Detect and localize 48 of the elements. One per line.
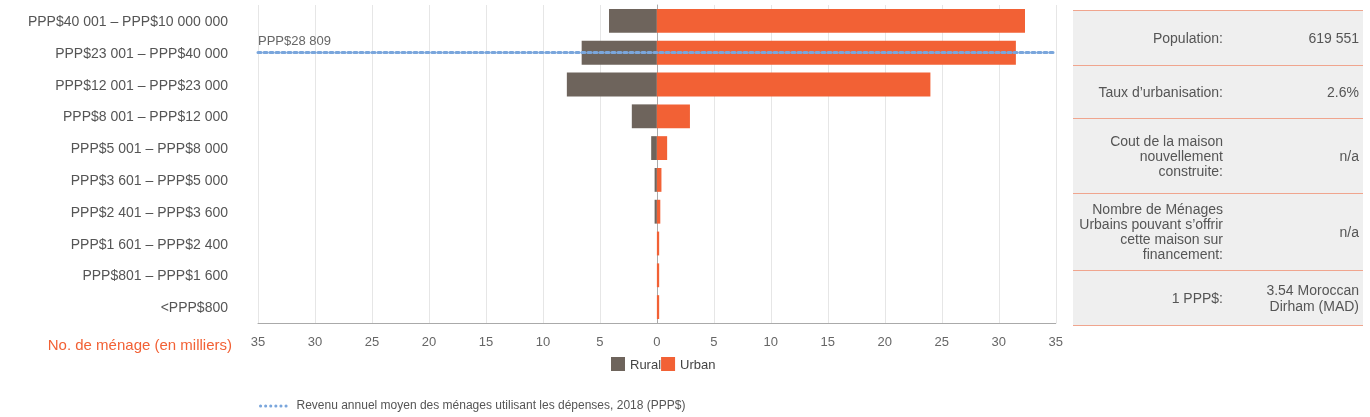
y-tick-label: PPP$40 001 – PPP$10 000 000: [27, 12, 229, 29]
ref-line-label: PPP$28 809: [258, 32, 332, 48]
bar: [609, 8, 657, 33]
text: Nombre de Ménages Urbains pouvant s’offrir cette maison sur financement:: [1078, 201, 1223, 262]
x-axis-title: No. de ménage (en milliers): [47, 336, 232, 353]
text: n/a: [1338, 148, 1360, 164]
x-tick-label: 5: [710, 334, 718, 349]
legend-label: Urban: [680, 356, 716, 372]
y-tick-label: PPP$8 001 – PPP$12 000: [62, 108, 229, 125]
y-tick-label: PPP$2 401 – PPP$3 600: [70, 203, 229, 220]
x-tick-label: 25: [934, 334, 950, 349]
bar: [566, 72, 657, 97]
y-tick-label: PPP$23 001 – PPP$40 000: [55, 44, 229, 61]
text: Taux d’urbanisation:: [1097, 83, 1223, 100]
x-tick-label: 35: [1048, 334, 1063, 349]
y-tick-label: PPP$12 001 – PPP$23 000: [55, 76, 229, 93]
x-tick-label: 15: [478, 334, 494, 349]
bar: [631, 104, 657, 129]
text: Cout de la maison nouvellement construite:: [1109, 132, 1223, 179]
x-tick-label: 15: [820, 334, 836, 349]
x-tick-label: 30: [991, 334, 1007, 349]
y-tick-label: PPP$5 001 – PPP$8 000: [70, 140, 229, 157]
text: 2.6%: [1326, 84, 1360, 100]
text: 3.54 Moroccan Dirham (MAD): [1265, 282, 1360, 314]
x-tick-label: 30: [307, 334, 323, 349]
x-tick-label: 20: [877, 334, 893, 349]
x-tick-label: 0: [653, 334, 661, 349]
bar: [656, 104, 690, 129]
x-tick-label: 20: [421, 334, 437, 349]
bar: [656, 136, 668, 161]
y-tick-label: <PPP$800: [160, 299, 229, 316]
x-tick-label: 35: [250, 334, 266, 349]
y-tick-label: PPP$3 601 – PPP$5 000: [70, 171, 229, 188]
text: 1 PPP$:: [1170, 289, 1223, 306]
bar: [656, 72, 931, 97]
x-tick-label: 5: [596, 334, 604, 349]
text: n/a: [1338, 224, 1360, 240]
x-tick-label: 10: [535, 334, 551, 349]
legend-label: Rural: [630, 356, 662, 372]
x-tick-label: 25: [364, 334, 380, 349]
bar: [651, 136, 657, 161]
y-tick-label: PPP$801 – PPP$1 600: [82, 267, 229, 284]
text: Revenu annuel moyen des ménages utilisant les dépenses, 2018 (PPP$): [296, 398, 686, 412]
text: 619 551: [1307, 30, 1360, 46]
text: Population:: [1151, 29, 1223, 46]
y-tick-label: PPP$1 601 – PPP$2 400: [70, 235, 229, 252]
x-tick-label: 10: [763, 334, 779, 349]
bar: [656, 8, 1025, 33]
